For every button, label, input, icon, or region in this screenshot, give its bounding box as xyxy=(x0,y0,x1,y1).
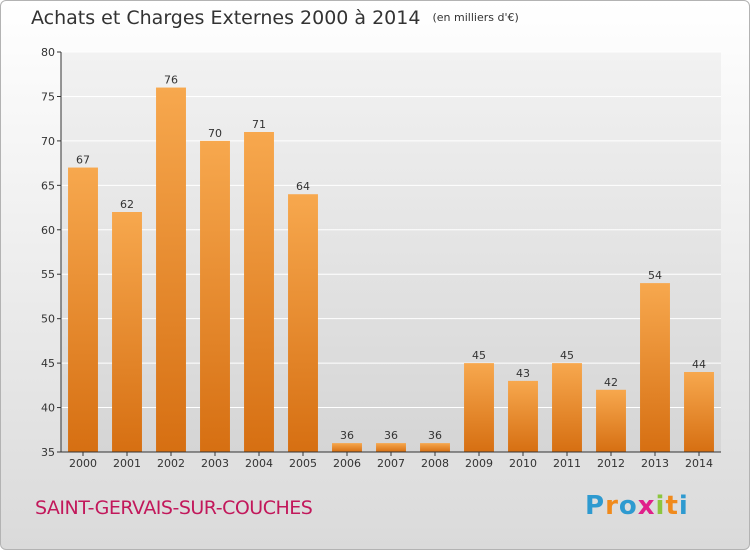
bar xyxy=(508,380,538,452)
y-tick-label: 65 xyxy=(41,179,55,192)
x-tick-label: 2011 xyxy=(553,457,581,470)
chart-title-text: Achats et Charges Externes 2000 à 2014 xyxy=(31,7,421,29)
y-tick-label: 70 xyxy=(41,135,55,148)
bar xyxy=(464,363,494,452)
logo-letter: t xyxy=(665,491,679,521)
data-label: 70 xyxy=(208,127,222,140)
logo-letter: o xyxy=(618,491,638,521)
y-tick-label: 40 xyxy=(41,402,55,415)
y-tick-label: 60 xyxy=(41,224,55,237)
logo-letter: i xyxy=(678,491,689,521)
bar xyxy=(420,443,450,452)
chart-subtitle: (en milliers d'€) xyxy=(432,11,519,24)
x-tick-label: 2004 xyxy=(245,457,273,470)
x-tick-label: 2005 xyxy=(289,457,317,470)
x-tick-label: 2010 xyxy=(509,457,537,470)
bar xyxy=(684,372,714,452)
x-tick-label: 2014 xyxy=(685,457,713,470)
bar xyxy=(596,389,626,452)
chart-title: Achats et Charges Externes 2000 à 2014 (… xyxy=(31,7,519,29)
logo-letter: i xyxy=(655,491,666,521)
x-tick-label: 2000 xyxy=(69,457,97,470)
data-label: 36 xyxy=(428,429,442,442)
data-label: 45 xyxy=(560,349,574,362)
data-label: 76 xyxy=(164,74,178,87)
bar xyxy=(376,443,406,452)
data-label: 54 xyxy=(648,269,662,282)
bar xyxy=(332,443,362,452)
data-label: 45 xyxy=(472,349,486,362)
data-label: 36 xyxy=(384,429,398,442)
bar xyxy=(156,87,186,453)
bar xyxy=(68,167,98,453)
x-tick-label: 2003 xyxy=(201,457,229,470)
data-label: 44 xyxy=(692,358,706,371)
y-tick-label: 75 xyxy=(41,90,55,103)
bar xyxy=(552,363,582,452)
x-tick-label: 2001 xyxy=(113,457,141,470)
bar xyxy=(112,212,142,452)
x-tick-label: 2008 xyxy=(421,457,449,470)
y-tick-label: 55 xyxy=(41,268,55,281)
y-tick-label: 50 xyxy=(41,313,55,326)
data-label: 71 xyxy=(252,118,266,131)
bar xyxy=(288,194,318,452)
logo-letter: x xyxy=(637,491,656,521)
proxiti-logo: Proxiti xyxy=(585,491,689,521)
data-label: 67 xyxy=(76,154,90,167)
x-tick-label: 2007 xyxy=(377,457,405,470)
x-tick-label: 2012 xyxy=(597,457,625,470)
data-label: 62 xyxy=(120,198,134,211)
commune-name: SAINT-GERVAIS-SUR-COUCHES xyxy=(35,497,313,519)
data-label: 64 xyxy=(296,180,310,193)
logo-letter: P xyxy=(585,491,606,521)
data-label: 43 xyxy=(516,367,530,380)
x-tick-label: 2009 xyxy=(465,457,493,470)
bar xyxy=(200,140,230,452)
y-tick-label: 80 xyxy=(41,46,55,59)
data-label: 42 xyxy=(604,376,618,389)
x-tick-label: 2013 xyxy=(641,457,669,470)
x-tick-label: 2006 xyxy=(333,457,361,470)
bar xyxy=(640,283,670,452)
bar xyxy=(244,132,274,452)
logo-letter: r xyxy=(605,491,619,521)
y-tick-label: 35 xyxy=(41,446,55,459)
y-tick-label: 45 xyxy=(41,357,55,370)
x-tick-label: 2002 xyxy=(157,457,185,470)
data-label: 36 xyxy=(340,429,354,442)
